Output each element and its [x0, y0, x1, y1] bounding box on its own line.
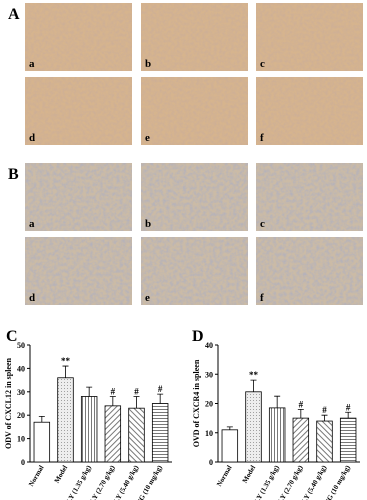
image-label: c — [260, 218, 265, 230]
micrograph-texture — [25, 163, 132, 231]
image-label: e — [145, 292, 150, 304]
y-tick-label: 40 — [205, 341, 213, 350]
significance-label: # — [111, 386, 116, 396]
y-tick-label: 10 — [17, 435, 25, 444]
significance-label: ** — [61, 356, 71, 366]
significance-label: # — [299, 399, 304, 409]
x-tick-label: Model — [53, 464, 69, 485]
error-bar — [297, 408, 304, 419]
error-bar — [226, 426, 233, 430]
error-bar — [274, 395, 281, 408]
micrograph-texture — [25, 77, 132, 145]
image-label: a — [29, 58, 35, 70]
y-tick-label: 0 — [209, 458, 213, 467]
error-bar — [321, 414, 328, 422]
bar — [245, 391, 262, 463]
bar — [57, 377, 74, 463]
bar — [221, 429, 239, 463]
panel-label: B — [8, 166, 19, 183]
x-tick-label: Normal — [215, 464, 233, 488]
bar — [104, 405, 122, 463]
error-bar — [157, 393, 164, 404]
y-tick-label: 40 — [17, 364, 25, 373]
y-tick-label: 20 — [205, 400, 213, 409]
micrograph-texture — [141, 163, 248, 231]
micrograph-texture — [25, 3, 132, 71]
bar — [339, 417, 357, 463]
image-label: c — [260, 58, 265, 70]
micrograph-texture — [256, 77, 363, 145]
micrograph-texture — [141, 3, 248, 71]
y-axis-label: ODV of CXCL12 in spleen — [4, 357, 13, 449]
y-tick-label: 50 — [17, 341, 25, 350]
y-tick-label: 30 — [205, 370, 213, 379]
significance-label: # — [322, 405, 327, 415]
x-tick-label: Normal — [27, 464, 45, 488]
error-bar — [86, 386, 93, 397]
panel-label: D — [192, 328, 204, 345]
image-label: f — [260, 132, 264, 144]
y-tick-label: 10 — [205, 429, 213, 438]
significance-label: # — [134, 386, 139, 396]
bar — [268, 407, 286, 463]
y-axis-label: OVD of CXCR4 in spleen — [192, 359, 201, 447]
y-tick-label: 30 — [17, 388, 25, 397]
bar — [80, 396, 98, 463]
error-bar — [62, 365, 69, 378]
error-bar — [38, 415, 45, 423]
micrograph-texture — [256, 163, 363, 231]
image-label: b — [145, 218, 151, 230]
significance-label: # — [158, 384, 163, 394]
image-label: d — [29, 132, 35, 144]
micrograph-texture — [25, 237, 132, 305]
image-label: d — [29, 292, 35, 304]
micrograph-texture — [256, 3, 363, 71]
bar — [292, 417, 310, 463]
y-tick-label: 0 — [21, 458, 25, 467]
significance-label: # — [346, 402, 351, 412]
image-label: e — [145, 132, 150, 144]
micrograph-texture — [141, 77, 248, 145]
panel-label: A — [8, 6, 20, 23]
micrograph-texture — [256, 237, 363, 305]
image-label: b — [145, 58, 151, 70]
image-label: a — [29, 218, 35, 230]
micrograph-texture — [141, 237, 248, 305]
error-bar — [250, 379, 257, 392]
x-tick-label: Model — [241, 464, 257, 485]
image-label: f — [260, 292, 264, 304]
error-bar — [345, 411, 352, 419]
bar — [128, 407, 145, 463]
y-tick-label: 20 — [17, 411, 25, 420]
significance-label: ** — [249, 370, 259, 380]
error-bar — [133, 396, 140, 409]
bar — [316, 420, 333, 463]
bar — [151, 403, 169, 463]
error-bar — [109, 396, 116, 406]
bar — [33, 421, 51, 463]
panel-label: C — [6, 328, 18, 345]
